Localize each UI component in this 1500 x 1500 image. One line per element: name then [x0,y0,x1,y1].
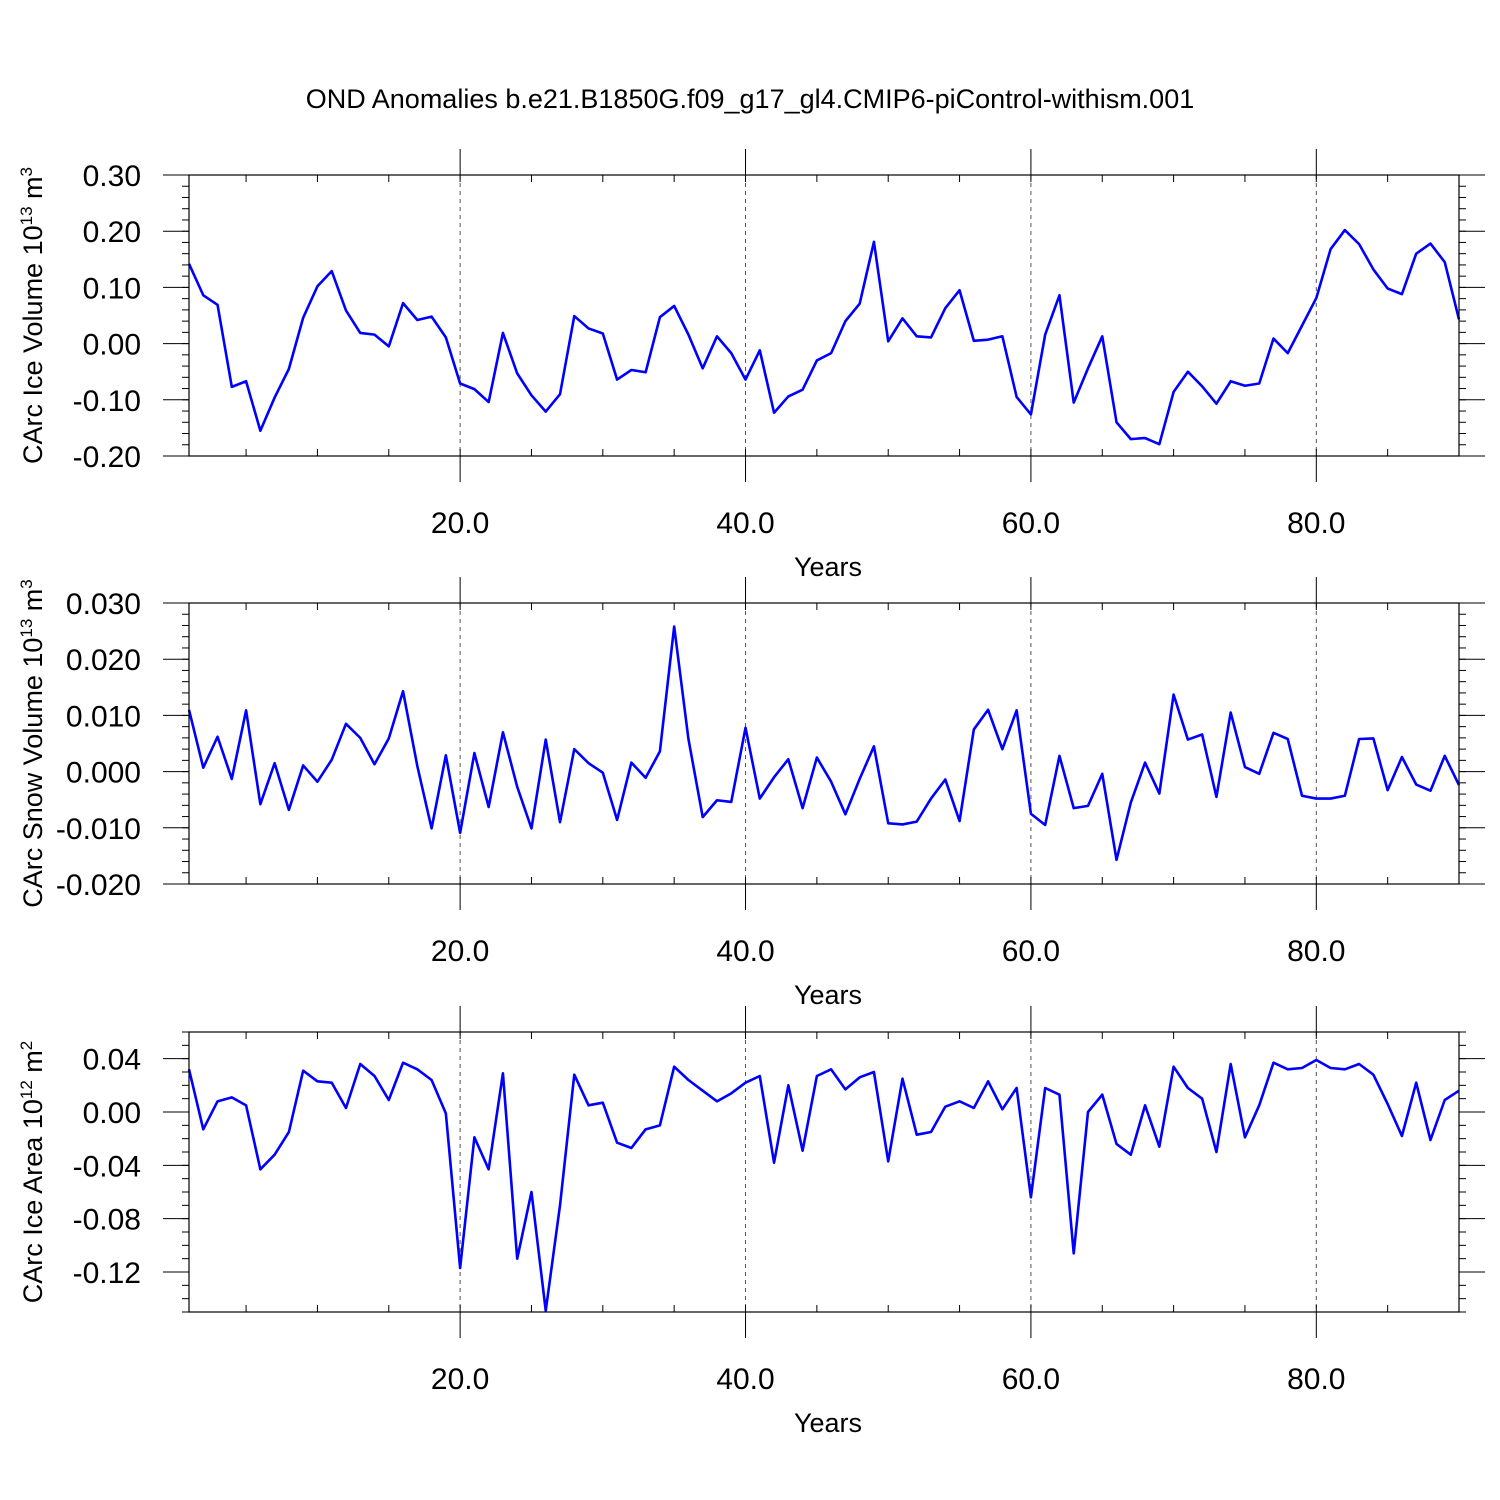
y-tick-label: -0.04 [73,1150,141,1183]
y-axis-label: CArc Ice Area 1012 m2 [17,1041,48,1304]
panel-ice-volume: -0.20 -0.10 0.00 0.10 0.20 0.30 20.0 40.0 60.0 80… [17,149,1485,582]
x-tick-label: 40.0 [716,507,774,540]
x-tick-label: 60.0 [1002,507,1060,540]
x-tick-label: 40.0 [716,935,774,968]
y-tick-label: 0.00 [83,1097,141,1130]
y-tick-label: -0.20 [73,441,141,474]
x-tick-label: 60.0 [1002,1363,1060,1396]
y-tick-label: 0.30 [83,160,141,193]
plot-frame [188,174,1460,457]
y-tick-label: -0.010 [56,813,141,846]
series-line [187,625,1461,862]
y-tick-label: 0.10 [83,272,141,305]
panel-snow-volume: -0.020 -0.010 0.000 0.010 0.020 0.030 20.0 40.0… [17,577,1485,1010]
plot-frame [188,1031,1460,1313]
y-tick-label: -0.08 [73,1204,141,1237]
y-tick-label: -0.020 [56,869,141,902]
x-tick-label: 80.0 [1287,935,1345,968]
x-tick-label: 80.0 [1287,507,1345,540]
series-line [187,228,1461,446]
x-tick-label: 40.0 [716,1363,774,1396]
x-tick-label: 20.0 [431,935,489,968]
y-tick-label: 0.04 [83,1044,141,1077]
x-axis-label: Years [794,980,862,1010]
y-tick-label: 0.010 [66,700,141,733]
y-tick-label: 0.020 [66,644,141,677]
figure-title: OND Anomalies b.e21.B1850G.f09_g17_gl4.C… [305,84,1195,114]
panel-ice-area: -0.12 -0.08 -0.04 0.00 0.04 20.0 40.0 60.0 80.0 Y… [17,1006,1485,1438]
y-tick-label: -0.12 [73,1257,141,1290]
y-tick-label: 0.000 [66,757,141,790]
x-tick-label: 20.0 [431,507,489,540]
y-axis-label: CArc Ice Volume 1013 m3 [17,167,48,464]
y-tick-label: -0.10 [73,385,141,418]
x-tick-label: 80.0 [1287,1363,1345,1396]
series-line [187,1058,1460,1312]
y-tick-label: 0.00 [83,329,141,362]
y-tick-label: 0.20 [83,216,141,249]
y-axis-label: CArc Snow Volume 1013 m3 [17,579,48,908]
y-tick-label: 0.030 [66,588,141,621]
x-axis-label: Years [794,1408,862,1438]
plot-frame [188,602,1460,885]
x-tick-label: 20.0 [431,1363,489,1396]
x-tick-label: 60.0 [1002,935,1060,968]
x-axis-label: Years [794,552,862,582]
